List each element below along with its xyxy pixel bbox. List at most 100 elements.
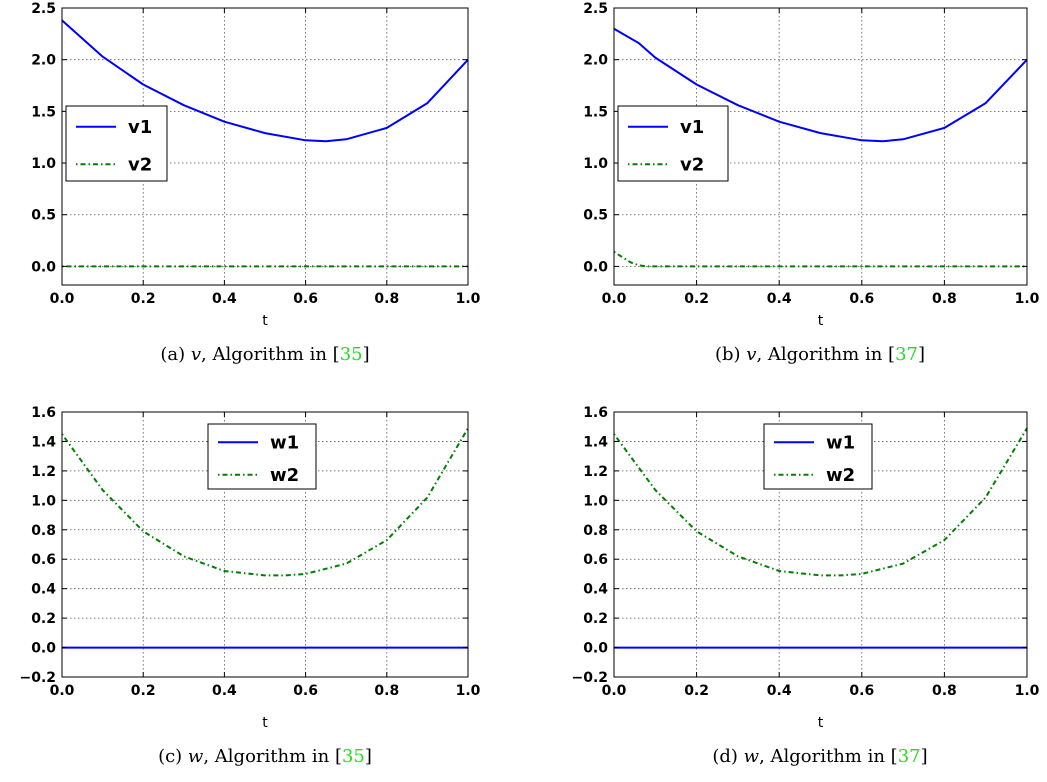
y-tick-label: 1.5: [583, 104, 608, 120]
legend-label-v1: v1: [680, 117, 704, 138]
y-tick-label: 0.5: [31, 208, 56, 224]
y-tick-label: 0.0: [583, 259, 608, 275]
y-tick-label: 1.4: [31, 434, 56, 450]
caption-prefix: (d): [712, 746, 743, 767]
x-tick-label: 0.0: [50, 683, 75, 699]
y-tick-label: 0.2: [583, 611, 608, 627]
chart-panel-3: 0.0 0.2 0.4 0.6 0.8 1.0−0.20.00.20.40.60.81.0…: [19, 405, 480, 767]
x-tick-label: 0.4: [767, 683, 792, 699]
y-tick-label: 1.0: [583, 156, 608, 172]
x-tick-label: 0.8: [374, 683, 399, 699]
y-tick-label: 1.4: [583, 434, 608, 450]
y-tick-label: 2.0: [31, 53, 56, 69]
x-tick-label: 0.4: [767, 291, 792, 307]
x-tick-label: 0.6: [293, 291, 318, 307]
x-tick-label: 1.0: [456, 683, 481, 699]
y-tick-label: −0.2: [571, 670, 608, 686]
caption-prefix: (b): [715, 344, 746, 365]
series-line-v1: [613, 27, 1028, 143]
y-tick-label: 0.4: [583, 582, 608, 598]
caption-variable: w: [744, 746, 760, 767]
caption-reference: 37: [895, 344, 918, 365]
figure-caption: (d) w, Algorithm in [37]: [712, 746, 927, 767]
y-tick-label: 1.0: [31, 493, 56, 509]
plot-frame: [613, 7, 1028, 286]
caption-variable: v: [746, 344, 756, 365]
chart-panel-2: 0.0 0.2 0.4 0.6 0.8 1.00.00.51.01.52.02.5tv1v…: [583, 1, 1039, 365]
series-line-w2: [613, 427, 1028, 577]
series-line-v1: [61, 19, 469, 143]
y-tick-label: 1.6: [31, 405, 56, 421]
caption-prefix: (c): [158, 746, 188, 767]
y-tick-label: 0.0: [31, 259, 56, 275]
y-tick-label: 0.6: [31, 552, 56, 568]
caption-prefix: (a): [160, 344, 191, 365]
x-tick-label: 0.0: [50, 291, 75, 307]
x-tick-label: 0.2: [131, 683, 156, 699]
x-axis-label: t: [818, 715, 824, 731]
figure-caption: (c) w, Algorithm in [35]: [158, 746, 372, 767]
series-line-v2: [613, 251, 1027, 268]
legend-label-w2: w2: [270, 465, 299, 486]
legend-label-v1: v1: [128, 117, 152, 138]
x-tick-label: 1.0: [1015, 683, 1040, 699]
legend-label-w2: w2: [826, 465, 855, 486]
legend-label-w1: w1: [826, 432, 855, 453]
legend-box: [617, 105, 729, 182]
x-tick-label: 0.4: [212, 683, 237, 699]
x-axis-label: t: [262, 715, 268, 731]
y-tick-label: 1.2: [583, 464, 608, 480]
caption-reference: 35: [342, 746, 365, 767]
plot-frame: [61, 411, 469, 678]
chart-panel-4: 0.0 0.2 0.4 0.6 0.8 1.0−0.20.00.20.40.60.81.0…: [571, 405, 1039, 767]
legend-box: [65, 105, 168, 182]
legend-label-v2: v2: [128, 154, 152, 175]
y-tick-label: 0.0: [583, 641, 608, 657]
x-tick-label: 0.6: [849, 683, 874, 699]
y-tick-label: 0.2: [31, 611, 56, 627]
caption-text: , Algorithm in [: [203, 746, 342, 767]
legend-box: [207, 423, 317, 490]
x-tick-label: 1.0: [1015, 291, 1040, 307]
caption-reference: 37: [898, 746, 921, 767]
x-tick-label: 0.2: [684, 291, 709, 307]
x-tick-label: 0.8: [932, 291, 957, 307]
caption-variable: w: [188, 746, 204, 767]
y-tick-label: 0.0: [31, 641, 56, 657]
x-tick-label: 1.0: [456, 291, 481, 307]
caption-suffix: ]: [365, 746, 372, 767]
chart-panel-1: 0.0 0.2 0.4 0.6 0.8 1.00.00.51.01.52.02.5tv1v…: [31, 1, 480, 365]
caption-reference: 35: [340, 344, 363, 365]
y-tick-label: 1.0: [583, 493, 608, 509]
y-tick-label: 0.6: [583, 552, 608, 568]
y-tick-label: 0.8: [31, 523, 56, 539]
x-tick-label: 0.4: [212, 291, 237, 307]
y-tick-label: 1.5: [31, 104, 56, 120]
x-tick-label: 0.8: [932, 683, 957, 699]
legend: w1 w2: [207, 423, 317, 490]
caption-suffix: ]: [918, 344, 925, 365]
legend: w1 w2: [763, 423, 873, 490]
x-tick-label: 0.8: [374, 291, 399, 307]
x-axis-label: t: [262, 313, 268, 329]
caption-suffix: ]: [363, 344, 370, 365]
caption-text: , Algorithm in [: [201, 344, 340, 365]
x-tick-label: 0.2: [684, 683, 709, 699]
x-axis-label: t: [818, 313, 824, 329]
x-tick-label: 0.6: [293, 683, 318, 699]
caption-suffix: ]: [921, 746, 928, 767]
y-tick-label: 1.6: [583, 405, 608, 421]
x-tick-label: 0.6: [849, 291, 874, 307]
x-tick-label: 0.0: [602, 683, 627, 699]
y-tick-label: 0.8: [583, 523, 608, 539]
caption-text: , Algorithm in [: [759, 746, 898, 767]
y-tick-label: −0.2: [19, 670, 56, 686]
plot-frame: [613, 411, 1028, 678]
legend: v1 v2: [617, 105, 729, 182]
series-line-w2: [61, 427, 469, 577]
legend: v1 v2: [65, 105, 168, 182]
legend-label-w1: w1: [270, 432, 299, 453]
y-tick-label: 1.2: [31, 464, 56, 480]
y-tick-label: 2.5: [31, 1, 56, 17]
